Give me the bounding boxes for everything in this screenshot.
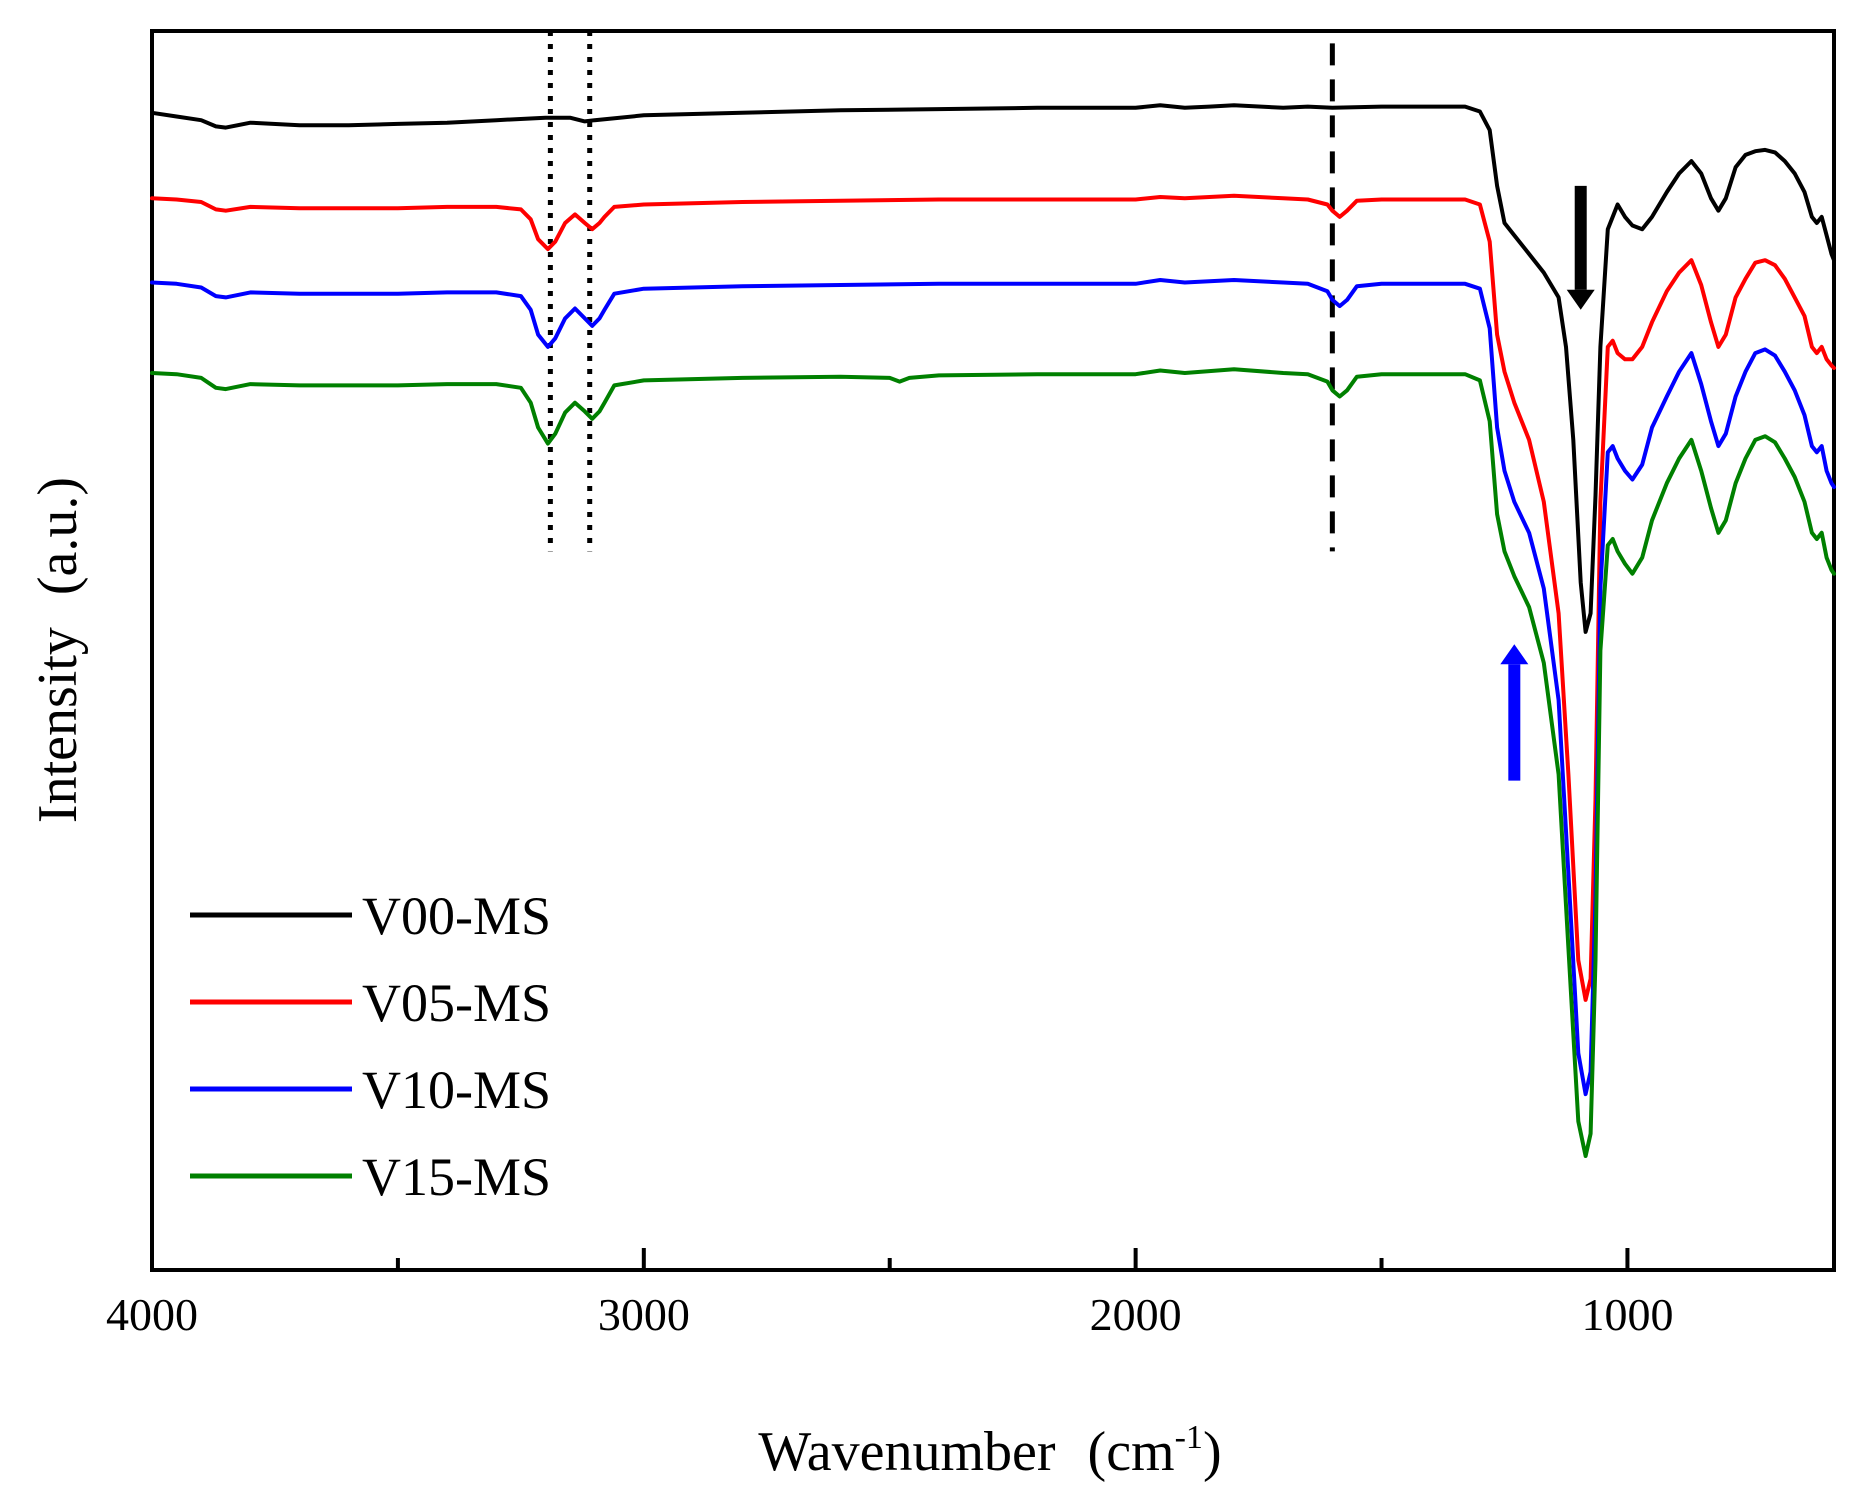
axis-ticks [395,1248,1630,1270]
x-tick-label: 1000 [1581,1289,1673,1340]
y-axis-unit: (a.u.) [27,477,89,595]
series-line-v05-ms [150,193,1836,1002]
x-tick-label: 2000 [1090,1289,1182,1340]
legend-label-v15-ms: V15-MS [362,1147,551,1207]
legend: V00-MS V05-MS V10-MS V15-MS [190,886,551,1207]
series-line-v00-ms [150,103,1836,634]
x-axis-title: Wavenumber (cm-1) [758,1419,1221,1483]
annotation-arrow-up-head [1500,644,1529,665]
x-axis-label: Wavenumber [758,1421,1055,1483]
x-tick-label: 4000 [106,1289,198,1340]
plot-frame [150,29,1836,1272]
legend-label-v05-ms: V05-MS [362,973,551,1033]
x-tick-labels: 4000 3000 2000 1000 [106,1289,1673,1340]
series-line-v15-ms [150,367,1836,1158]
legend-label-v00-ms: V00-MS [362,886,551,946]
x-tick-label: 3000 [598,1289,690,1340]
arrow-annotations [1500,185,1595,781]
legend-label-v10-ms: V10-MS [362,1060,551,1120]
series-group [150,103,1836,1158]
x-axis-unit: (cm [1088,1421,1175,1483]
y-axis-title: Intensity (a.u.) [27,477,89,823]
x-axis-unit-superscript: -1 [1175,1419,1203,1456]
y-axis-label: Intensity [27,627,89,823]
series-line-v10-ms [150,278,1836,1097]
x-axis-unit-close: ) [1203,1421,1222,1483]
annotation-arrow-down-head [1566,289,1595,310]
